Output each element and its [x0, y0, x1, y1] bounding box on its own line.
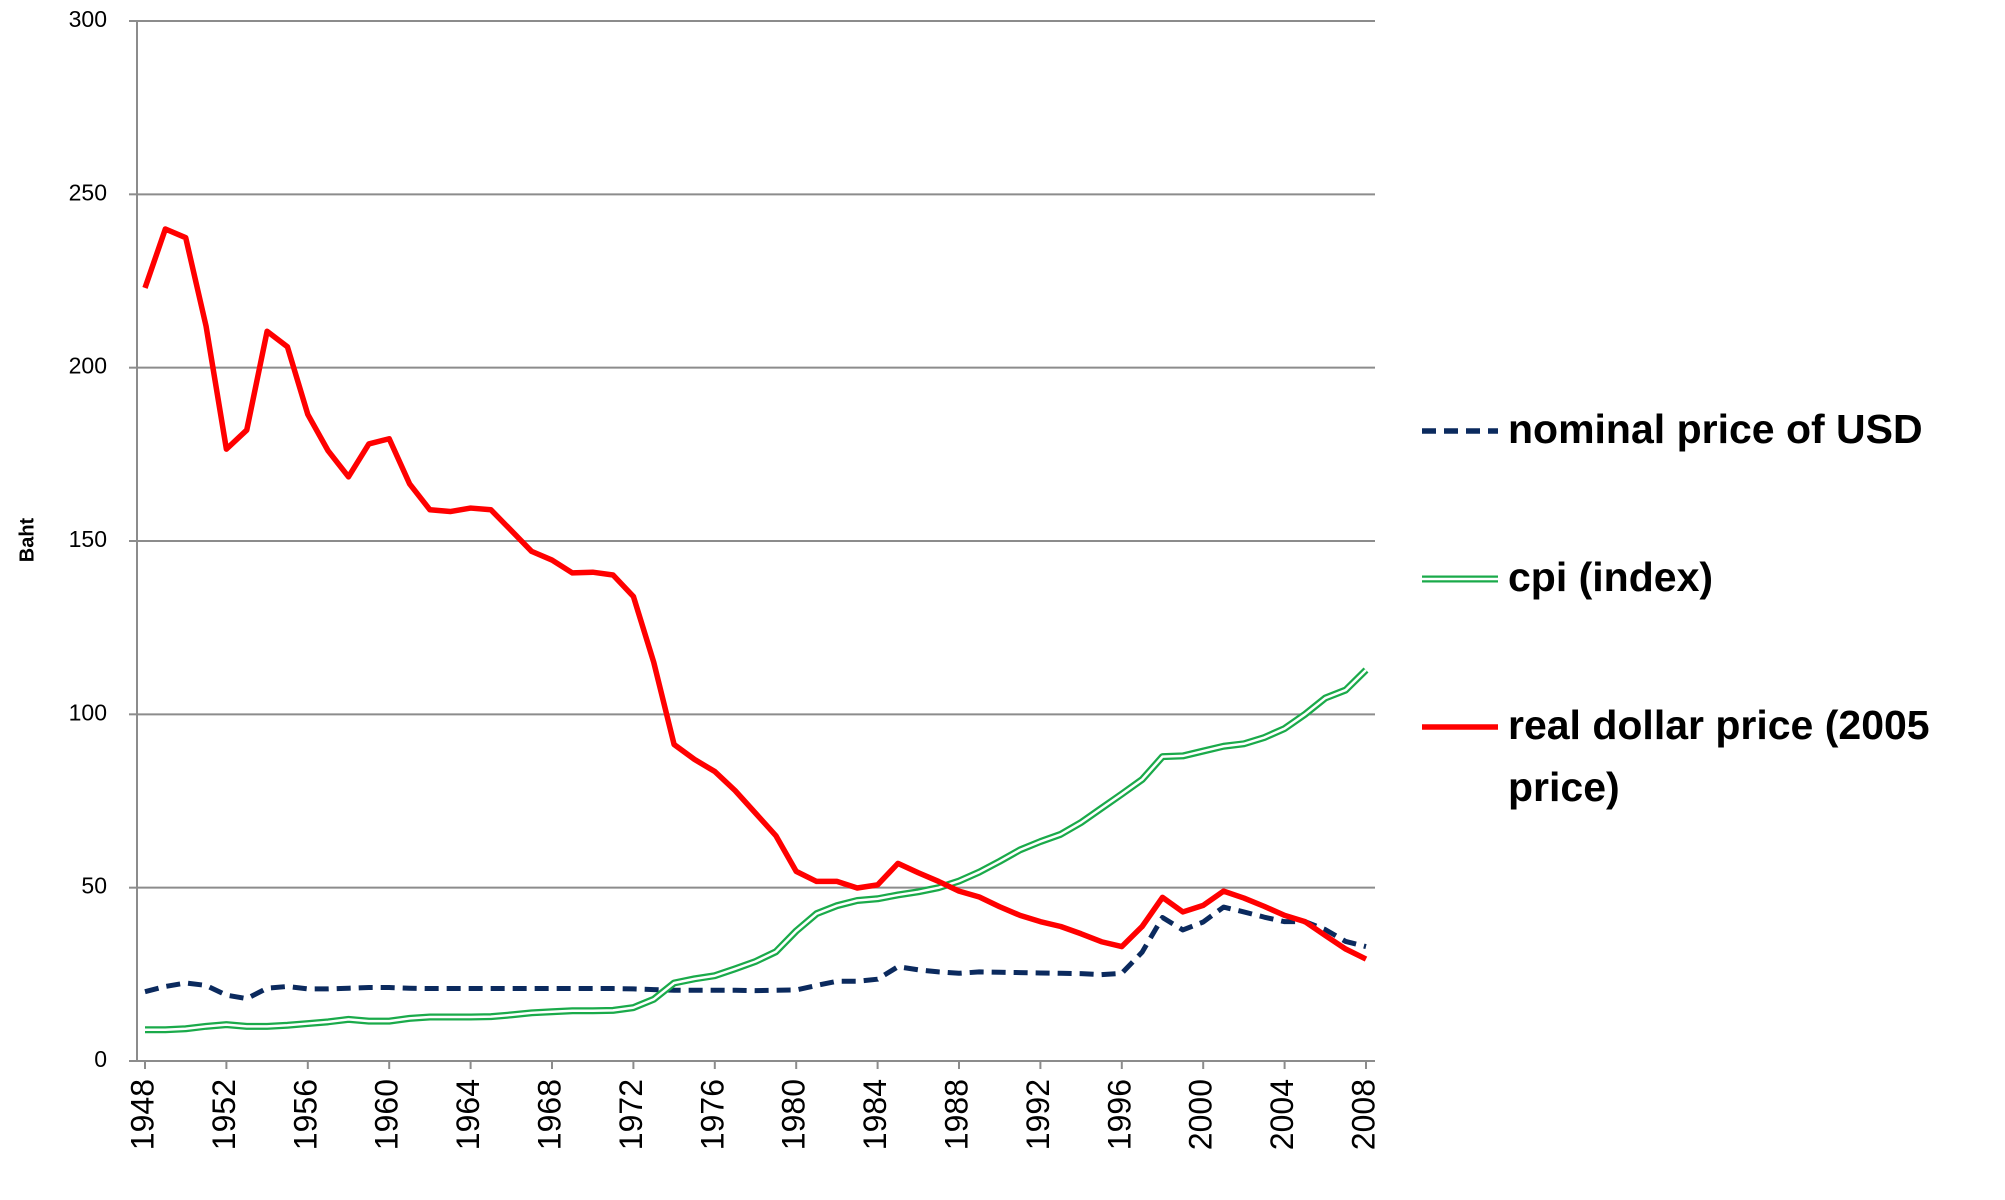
legend-label: cpi (index) [1508, 554, 1714, 600]
x-tick-label: 1988 [938, 1079, 974, 1150]
y-tick-label: 300 [69, 6, 107, 32]
legend-label: nominal price of USD [1508, 406, 1923, 452]
x-tick-label: 1952 [206, 1079, 242, 1150]
y-tick-label: 250 [69, 179, 107, 205]
legend-item: nominal price of USD [1420, 398, 1988, 460]
y-axis-label: Baht [16, 517, 38, 562]
line [145, 667, 1369, 1034]
x-tick-label: 2008 [1345, 1079, 1381, 1150]
x-tick-label: 1960 [369, 1079, 405, 1150]
y-tick-label: 150 [69, 526, 107, 552]
legend-swatch [1422, 575, 1498, 583]
x-tick-label: 1964 [450, 1079, 486, 1150]
y-tick-label: 200 [69, 353, 107, 379]
x-tick-label: 1996 [1101, 1079, 1137, 1150]
legend-swatch [1422, 428, 1498, 434]
x-tick-label: 1972 [613, 1079, 649, 1150]
x-tick-label: 1968 [531, 1079, 567, 1150]
legend-label: real dollar price (2005 price) [1508, 702, 1930, 810]
legend-item: cpi (index) [1420, 546, 1988, 608]
y-tick-label: 100 [69, 699, 107, 725]
y-tick-label: 0 [94, 1046, 107, 1072]
line-inner [145, 669, 1367, 1032]
legend-item: real dollar price (2005 price) [1420, 694, 1988, 818]
x-tick-label: 2004 [1264, 1079, 1300, 1150]
x-tick-label: 1980 [776, 1079, 812, 1150]
x-tick-label: 1948 [124, 1079, 160, 1150]
x-tick-label: 2000 [1183, 1079, 1219, 1150]
x-tick-label: 1976 [694, 1079, 730, 1150]
line [144, 904, 1367, 1002]
y-tick-label: 50 [81, 873, 107, 899]
legend-swatch [1422, 724, 1498, 730]
line [142, 226, 1368, 962]
x-tick-label: 1984 [857, 1079, 893, 1150]
x-tick-label: 1992 [1020, 1079, 1056, 1150]
x-tick-label: 1956 [287, 1079, 323, 1150]
